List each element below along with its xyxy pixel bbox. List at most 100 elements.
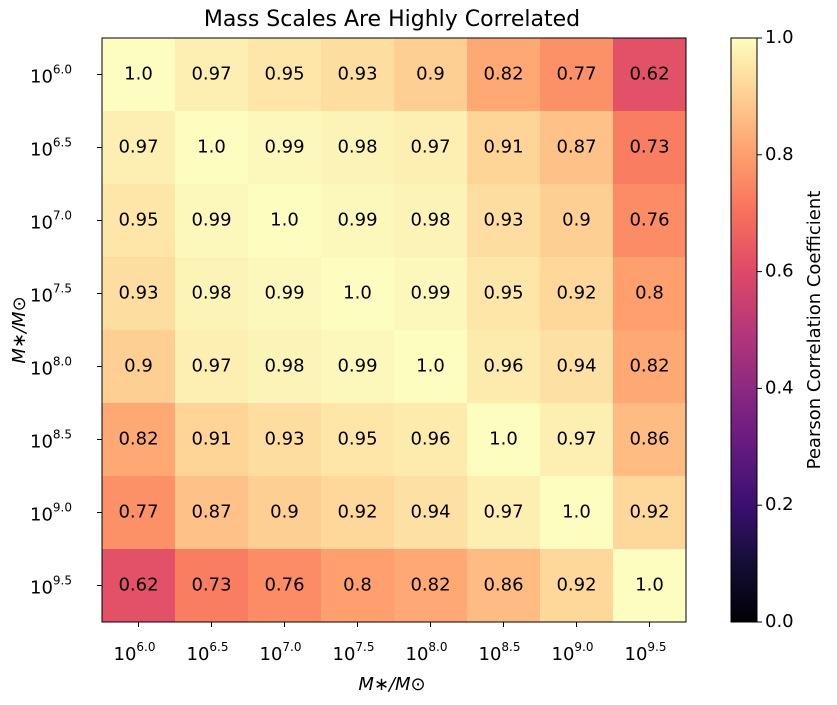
- cell-label: 0.86: [629, 429, 669, 450]
- heatmap-cell: [321, 257, 395, 331]
- cell-label: 0.95: [337, 429, 377, 450]
- cell-label: 0.92: [556, 283, 596, 304]
- y-tick-label: 109.5: [30, 573, 72, 599]
- cell-label: 1.0: [416, 356, 445, 377]
- heatmap-cell: [248, 330, 322, 404]
- heatmap-cell: [102, 476, 176, 550]
- cell-label: 0.97: [118, 137, 158, 158]
- heatmap-cell: [102, 38, 176, 112]
- plot-frame: [101, 37, 687, 623]
- heatmap-cell: [613, 38, 687, 112]
- cell-label: 0.96: [410, 429, 450, 450]
- heatmap-cell: [102, 330, 176, 404]
- cell-label: 0.86: [483, 575, 523, 596]
- cell-label: 0.9: [124, 356, 153, 377]
- heatmap-cell: [321, 330, 395, 404]
- cell-label: 0.98: [191, 283, 231, 304]
- x-tick-label: 108.0: [406, 640, 448, 666]
- cell-label: 0.98: [410, 210, 450, 231]
- heatmap-cell: [613, 403, 687, 477]
- cell-label: 1.0: [489, 429, 518, 450]
- x-tick-label-base: 10: [406, 644, 429, 665]
- x-tick-label: 107.5: [333, 640, 375, 666]
- cell-label: 0.99: [264, 137, 304, 158]
- heatmap-cell: [394, 330, 468, 404]
- heatmap-cell: [248, 38, 322, 112]
- cell-label: 0.97: [410, 137, 450, 158]
- cell-label: 0.77: [556, 64, 596, 85]
- cell-label: 0.9: [270, 502, 299, 523]
- cell-label: 0.76: [629, 210, 669, 231]
- x-tick-label-exponent: 7.0: [282, 640, 301, 654]
- x-tick-label-exponent: 8.0: [428, 640, 447, 654]
- x-axis-label: M∗/M⊙: [358, 674, 425, 695]
- heatmap-cell: [102, 403, 176, 477]
- colorbar-tick-label: 0.6: [765, 261, 794, 282]
- cell-label: 0.99: [337, 356, 377, 377]
- heatmap-cell: [613, 330, 687, 404]
- colorbar-tick-label: 0.2: [765, 494, 794, 515]
- x-tick-label-exponent: 9.0: [574, 640, 593, 654]
- heatmap-cell: [175, 111, 249, 185]
- cell-label: 0.92: [629, 502, 669, 523]
- heatmap-cell: [613, 184, 687, 258]
- y-tick-label-exponent: 9.0: [53, 500, 72, 514]
- cell-label: 0.94: [410, 502, 450, 523]
- colorbar-tick-label: 0.0: [765, 611, 794, 632]
- y-tick-label-exponent: 7.0: [53, 208, 72, 222]
- heatmap-cell: [321, 476, 395, 550]
- heatmap-cell: [467, 184, 541, 258]
- x-tick-label-base: 10: [625, 644, 648, 665]
- y-tick-label-exponent: 8.0: [53, 354, 72, 368]
- cell-label: 0.96: [483, 356, 523, 377]
- cell-label: 0.99: [410, 283, 450, 304]
- heatmap-cell: [102, 257, 176, 331]
- cell-label: 0.62: [629, 64, 669, 85]
- heatmap-cell: [467, 549, 541, 623]
- heatmap-cell: [394, 38, 468, 112]
- heatmap-cell: [175, 330, 249, 404]
- heatmap-cell: [540, 38, 614, 112]
- cell-label: 0.91: [191, 429, 231, 450]
- cell-label: 1.0: [343, 283, 372, 304]
- y-tick-label: 106.0: [30, 62, 72, 88]
- cell-label: 0.97: [191, 356, 231, 377]
- cell-label: 0.82: [629, 356, 669, 377]
- heatmap-cell: [248, 111, 322, 185]
- y-tick-label-exponent: 8.5: [53, 427, 72, 441]
- cell-label: 0.95: [264, 64, 304, 85]
- x-tick-label: 109.0: [552, 640, 594, 666]
- cell-label: 1.0: [124, 64, 153, 85]
- cell-label: 0.95: [483, 283, 523, 304]
- cell-label: 0.82: [483, 64, 523, 85]
- cell-label: 0.62: [118, 575, 158, 596]
- cell-label: 0.73: [191, 575, 231, 596]
- cell-label: 0.98: [337, 137, 377, 158]
- heatmap-cell: [175, 476, 249, 550]
- cell-label: 0.87: [556, 137, 596, 158]
- cell-label: 0.8: [635, 283, 664, 304]
- heatmap-cell: [321, 549, 395, 623]
- chart-title: Mass Scales Are Highly Correlated: [204, 7, 580, 32]
- heatmap-cell: [613, 111, 687, 185]
- y-tick-label-base: 10: [30, 213, 53, 234]
- y-tick-label: 107.5: [30, 281, 72, 307]
- heatmap-cell: [175, 257, 249, 331]
- heatmap-cell: [467, 257, 541, 331]
- colorbar-label: Pearson Correlation Coefficient: [804, 191, 825, 470]
- x-tick-label-base: 10: [260, 644, 283, 665]
- y-tick-label-exponent: 7.5: [53, 281, 72, 295]
- heatmap-cell: [175, 403, 249, 477]
- heatmap-cell: [540, 257, 614, 331]
- heatmap-cell: [467, 403, 541, 477]
- x-tick-label: 106.0: [114, 640, 156, 666]
- cell-label: 0.95: [118, 210, 158, 231]
- heatmap-cell: [394, 476, 468, 550]
- heatmap-cell: [540, 184, 614, 258]
- cell-label: 0.93: [483, 210, 523, 231]
- cell-label: 0.98: [264, 356, 304, 377]
- cell-label: 1.0: [562, 502, 591, 523]
- y-tick-label-exponent: 9.5: [53, 573, 72, 587]
- y-tick-label-base: 10: [30, 505, 53, 526]
